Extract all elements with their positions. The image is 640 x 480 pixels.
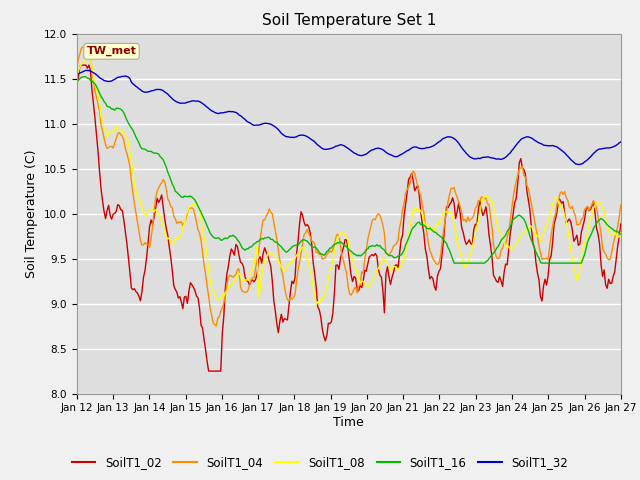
Y-axis label: Soil Temperature (C): Soil Temperature (C) xyxy=(25,149,38,278)
Legend: SoilT1_02, SoilT1_04, SoilT1_08, SoilT1_16, SoilT1_32: SoilT1_02, SoilT1_04, SoilT1_08, SoilT1_… xyxy=(67,452,573,474)
X-axis label: Time: Time xyxy=(333,416,364,429)
Text: TW_met: TW_met xyxy=(86,46,136,57)
Title: Soil Temperature Set 1: Soil Temperature Set 1 xyxy=(262,13,436,28)
